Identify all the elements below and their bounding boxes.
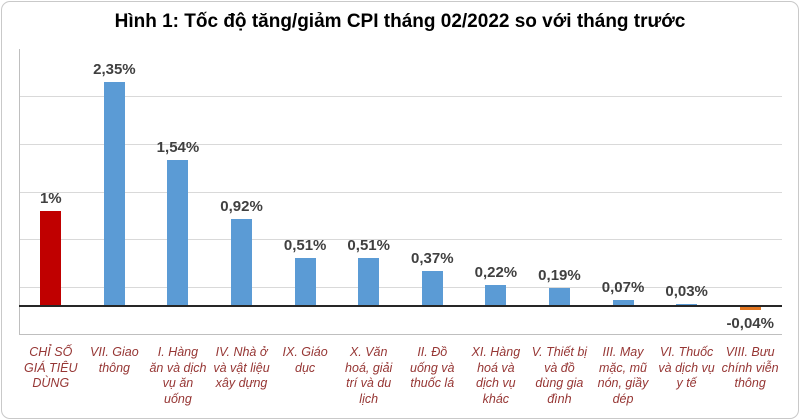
category-label: VI. Thuốc và dịch vụ y tế: [658, 345, 715, 390]
bar-value-label: 0,22%: [474, 264, 518, 282]
bar: [485, 285, 507, 307]
category-label: IV. Nhà ở và vật liệu xây dựng: [213, 345, 270, 390]
bar: [358, 257, 380, 307]
bar-value-label: 1,54%: [156, 138, 200, 156]
chart-title: Hình 1: Tốc độ tăng/giảm CPI tháng 02/20…: [114, 11, 686, 32]
category-label: VIII. Bưu chính viễn thông: [721, 345, 779, 390]
category-label: IX. Giáo dục: [282, 345, 328, 375]
bar-value-label: 0,37%: [411, 250, 454, 268]
bar: [421, 271, 443, 307]
gridline: [19, 286, 782, 288]
category-label: V. Thiết bị và đồ dùng gia đình: [531, 345, 588, 406]
gridline: [19, 239, 782, 241]
category-label: VII. Giao thông: [90, 345, 139, 375]
category-label: I. Hàng ăn và dịch vụ ăn uống: [149, 345, 207, 406]
bar: [40, 211, 62, 307]
bar-value-label: 2,35%: [93, 61, 136, 79]
gridline: [19, 143, 782, 145]
bar-value-label: -0,04%: [726, 315, 774, 333]
bar-value-label: 1%: [39, 190, 62, 208]
category-label: III. May mặc, mũ nón, giầy dép: [597, 345, 649, 406]
bar-value-label: 0,51%: [283, 236, 327, 254]
gridline: [19, 96, 782, 98]
x-axis-labels: CHỈ SỐ GIÁ TIÊU DÙNG VII. Giao thông I. Hà…: [19, 345, 782, 407]
bar-value-label: 0,92%: [220, 197, 263, 215]
bar: [739, 306, 761, 311]
bar: [294, 257, 316, 307]
plot-bottom-border: [19, 334, 782, 335]
bar: [548, 288, 570, 307]
category-label: X. Văn hoá, giải trí và du lịch: [345, 345, 393, 406]
category-label: XI. Hàng hoá và dịch vụ khác: [471, 345, 521, 406]
category-label: CHỈ SỐ GIÁ TIÊU DÙNG: [24, 345, 78, 390]
plot-area: 1% 2,35% 1,54% 0,92% 0,51% 0,51% 0,37% 0,22% 0,1…: [19, 49, 782, 335]
bar: [231, 218, 253, 307]
zero-axis-line: [19, 305, 782, 308]
bar-value-label: 0,07%: [601, 278, 645, 296]
bar: [167, 159, 189, 307]
bar: [612, 299, 634, 307]
bar: [103, 82, 125, 307]
bar: [676, 303, 698, 307]
bar-value-label: 0,51%: [347, 236, 390, 254]
gridline: [19, 191, 782, 193]
bar-value-label: 0,03%: [665, 282, 708, 300]
category-label: II. Đồ uống và thuốc lá: [410, 345, 455, 390]
bar-value-label: 0,19%: [538, 267, 581, 285]
y-axis-line: [19, 49, 20, 335]
